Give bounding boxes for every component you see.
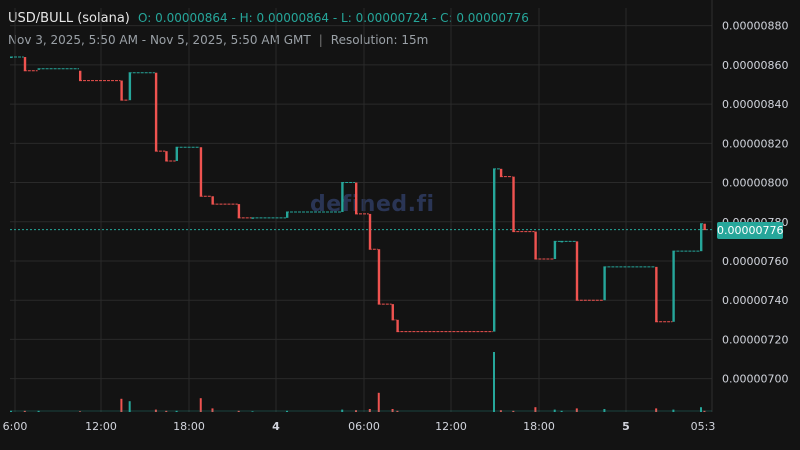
y-tick-label: 0.00000880 (722, 20, 788, 33)
volume-bar (700, 407, 702, 412)
volume-bar (493, 352, 495, 412)
volume-bar (175, 410, 178, 412)
y-tick-label: 0.00000820 (722, 137, 788, 150)
candle-body (237, 204, 241, 218)
volume-bar (10, 410, 12, 412)
open-value: 0.00000864 (155, 11, 228, 25)
x-tick-label: 06:00 (348, 420, 380, 433)
candle-body (499, 168, 503, 177)
candle-body (154, 72, 158, 152)
volume-bar (199, 398, 202, 412)
separator: | (318, 33, 323, 47)
volume-bar (499, 410, 502, 412)
y-tick-label: 0.00000840 (722, 98, 788, 111)
last-price-badge: 0.00000776 (717, 222, 784, 239)
x-tick-label: 6:00 (3, 420, 28, 433)
candle-body (396, 319, 399, 332)
low-label: L: (341, 11, 352, 25)
volume-bar (341, 409, 344, 412)
volume-bar (37, 410, 40, 412)
volume-bar (128, 401, 131, 412)
y-tick-label: 0.00000860 (722, 59, 788, 72)
candle-body (128, 72, 132, 101)
volume-bar (154, 409, 157, 412)
candle-body (368, 213, 372, 250)
volume-bar (655, 408, 658, 412)
volume-bar (672, 409, 675, 412)
volume-bar (368, 409, 371, 412)
y-tick-label: 0.00000800 (722, 177, 788, 190)
candle-body (700, 223, 703, 252)
high-value: 0.00000864 (256, 11, 330, 25)
pair-name: USD/BULL (solana) (8, 11, 130, 26)
ohlc-values: O: 0.00000864 - H: 0.00000864 - L: 0.000… (138, 11, 529, 25)
y-tick-label: 0.00000740 (722, 294, 788, 307)
candle-body (553, 241, 557, 260)
volume-bar (575, 408, 578, 412)
candle-body (672, 251, 675, 322)
candle-body (603, 266, 606, 301)
volume-bar (534, 407, 537, 412)
chart-header-ohlc: USD/BULL (solana) O: 0.00000864 - H: 0.0… (8, 11, 529, 26)
watermark-logo: defined.fi (310, 192, 435, 217)
volume-bar (603, 409, 606, 412)
candle-body (655, 266, 658, 322)
x-tick-label: 4 (272, 420, 280, 433)
candle-body (377, 249, 381, 305)
volume-bar (396, 410, 399, 412)
candle-body (79, 70, 82, 81)
y-tick-label: 0.00000720 (722, 333, 788, 346)
volume-bar (553, 409, 556, 412)
candle-body (120, 80, 123, 101)
x-tick-label: 18:00 (173, 420, 205, 433)
candle-body (355, 182, 358, 214)
candle-body (165, 151, 168, 161)
volume-bar (165, 410, 168, 412)
candle-body (703, 223, 706, 230)
x-tick-label: 5 (622, 420, 630, 433)
volume-bar (391, 409, 394, 412)
candle-body (175, 147, 178, 161)
close-label: C: (440, 11, 453, 25)
y-tick-label: 0.00000700 (722, 373, 788, 386)
volume-bar (211, 408, 214, 412)
volume-bar (237, 410, 240, 412)
volume-bar (286, 410, 288, 412)
candle-body (534, 231, 537, 260)
date-range: Nov 3, 2025, 5:50 AM - Nov 5, 2025, 5:50… (8, 33, 311, 47)
volume-bar (703, 410, 706, 412)
x-tick-label: 12:00 (85, 420, 117, 433)
candle-body (211, 196, 214, 205)
candle-body (286, 211, 289, 218)
x-tick-label: 12:00 (435, 420, 467, 433)
candle-body (575, 241, 579, 301)
candle-body (493, 168, 496, 332)
volume-bar (377, 392, 380, 412)
volume-bar (355, 410, 357, 412)
candle-body (341, 182, 344, 212)
x-tick-label: 05:3 (691, 420, 716, 433)
candle-body (23, 57, 27, 71)
volume-bar (560, 410, 563, 412)
open-label: O: (138, 11, 152, 25)
volume-bar (512, 410, 515, 412)
high-label: H: (239, 11, 253, 25)
resolution-label: Resolution: 15m (330, 33, 429, 47)
y-tick-label: 0.00000760 (722, 255, 788, 268)
volume-bar (23, 410, 26, 412)
volume-bar (120, 398, 123, 412)
chart-subheader: Nov 3, 2025, 5:50 AM - Nov 5, 2025, 5:50… (8, 33, 428, 47)
candle-body (391, 304, 394, 320)
volume-bar (251, 411, 254, 412)
volume-bar (79, 411, 81, 412)
candle-body (199, 147, 203, 197)
close-value: 0.00000776 (456, 11, 529, 25)
x-tick-label: 18:00 (523, 420, 555, 433)
candle-body (512, 176, 515, 232)
low-value: 0.00000724 (355, 11, 429, 25)
